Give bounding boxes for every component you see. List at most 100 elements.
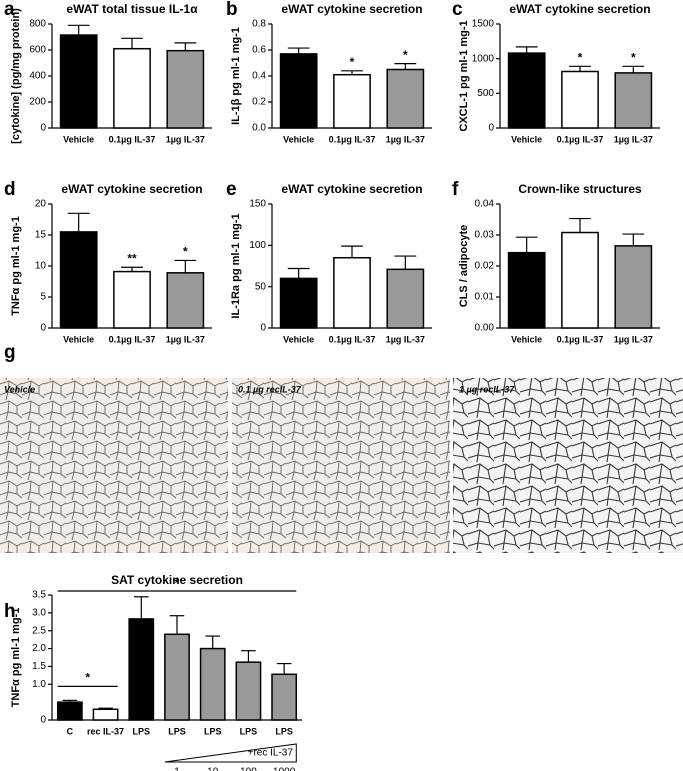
bar: [386, 68, 425, 129]
significance: *: [175, 576, 180, 590]
bar: [92, 708, 119, 721]
bar: [279, 53, 318, 129]
micrographs: g Vehicle 0.1 µg recIL-37 1 µg recIL-37: [0, 342, 683, 553]
y-tick-label: 800: [29, 19, 46, 30]
x-tick-label: 1µg IL-37: [386, 334, 425, 344]
bar: [333, 256, 371, 329]
bar: [164, 633, 190, 721]
x-tick-label: Vehicle: [283, 134, 314, 144]
dose: 10: [207, 767, 219, 771]
y-tick-label: 0.01: [475, 292, 495, 303]
significance: *: [183, 245, 188, 259]
x-tick-label: 0.1µg IL-37: [557, 334, 604, 344]
y-tick-label: 0.00: [475, 323, 495, 334]
bar: [279, 277, 318, 329]
dose-label: +rec IL-37: [248, 748, 294, 759]
significance: *: [350, 55, 355, 69]
y-tick-label: 0.0: [252, 123, 266, 134]
bar: [235, 661, 262, 721]
bar: [614, 245, 653, 329]
y-tick-label: 5: [40, 292, 46, 303]
x-tick-label: LPS: [133, 726, 151, 736]
x-tick-label: LPS: [168, 726, 186, 736]
y-tick-label: 100: [249, 240, 266, 251]
x-tick-label: 0.1µg IL-37: [109, 334, 156, 344]
dose: 1: [174, 767, 180, 771]
x-tick-label: 1µg IL-37: [166, 334, 205, 344]
y-tick-label: 1000: [472, 53, 495, 64]
panel-letter: h: [4, 601, 16, 622]
y-tick-label: 500: [477, 88, 494, 99]
x-tick-label: 1µg IL-37: [386, 134, 425, 144]
micrograph: [453, 378, 683, 553]
y-tick-label: 1500: [472, 19, 495, 30]
panel-letter: d: [4, 179, 16, 200]
y-tick-label: 200: [29, 97, 46, 108]
chart-title: eWAT total tissue IL-1α: [66, 2, 198, 16]
y-tick-label: 0: [40, 323, 46, 334]
micrograph: [232, 378, 450, 553]
y-tick-label: 0: [488, 123, 494, 134]
x-tick-label: 1µg IL-37: [614, 134, 653, 144]
y-axis-label: IL-1β pg ml-1 mg-1: [230, 27, 242, 125]
micrograph-label: Vehicle: [4, 384, 35, 394]
bar: [614, 72, 653, 129]
panel-letter: e: [226, 179, 237, 200]
panel-letter: f: [452, 179, 459, 200]
y-tick-label: 20: [35, 199, 47, 210]
x-tick-label: Vehicle: [63, 334, 94, 344]
dose-wedge: [164, 743, 297, 763]
dose: 100: [240, 767, 257, 771]
x-tick-label: Vehicle: [511, 134, 542, 144]
y-tick-label: 0: [40, 123, 46, 134]
y-tick-label: 15: [35, 230, 47, 241]
x-tick-label: C: [67, 726, 74, 736]
y-tick-label: 0.02: [475, 261, 495, 272]
x-tick-label: 0.1µg IL-37: [329, 134, 376, 144]
bar: [561, 231, 599, 329]
panel-letter: a: [4, 0, 15, 20]
x-tick-label: LPS: [275, 726, 293, 736]
x-tick-label: rec IL-37: [87, 726, 124, 736]
x-tick-label: 1µg IL-37: [166, 134, 205, 144]
significance: **: [127, 251, 137, 265]
y-tick-label: 0.4: [252, 71, 266, 82]
y-axis-label: TNFα pg ml-1 mg-1: [10, 216, 22, 316]
y-tick-label: 1.5: [32, 661, 46, 672]
chart-title: eWAT cytokine secretion: [281, 182, 422, 196]
bar: [59, 231, 98, 329]
panel-letter: c: [452, 0, 463, 20]
bar: [333, 73, 371, 129]
bar: [507, 251, 546, 329]
x-tick-label: 0.1µg IL-37: [109, 134, 156, 144]
bar: [128, 618, 155, 721]
x-tick-label: 0.1µg IL-37: [557, 134, 604, 144]
chart-title: eWAT cytokine secretion: [61, 182, 202, 196]
y-tick-label: 0.6: [252, 45, 266, 56]
chart-title: eWAT cytokine secretion: [509, 2, 650, 16]
y-tick-label: 1.0: [32, 679, 46, 690]
y-tick-label: 3.5: [32, 590, 46, 601]
y-tick-label: 0.04: [475, 199, 495, 210]
y-tick-label: 0.8: [252, 19, 266, 30]
bar: [561, 70, 599, 129]
bar: [59, 34, 98, 129]
bar: [199, 647, 226, 721]
y-tick-label: 0: [40, 715, 46, 726]
significance: *: [631, 50, 636, 64]
bar: [113, 47, 151, 129]
significance: *: [85, 671, 90, 685]
micrograph-label: 1 µg recIL-37: [459, 384, 515, 394]
y-tick-label: 3.0: [32, 607, 46, 618]
chart-title: eWAT cytokine secretion: [281, 2, 422, 16]
x-tick-label: Vehicle: [511, 334, 542, 344]
y-tick-label: 0: [260, 323, 266, 334]
bar: [113, 270, 151, 329]
x-tick-label: Vehicle: [63, 134, 94, 144]
y-tick-label: 2.5: [32, 625, 46, 636]
y-tick-label: 2.0: [32, 643, 46, 654]
y-axis-label: [cytokine] (pg/mg protein): [10, 8, 22, 144]
y-tick-label: 600: [29, 45, 46, 56]
y-tick-label: 0.2: [252, 97, 266, 108]
